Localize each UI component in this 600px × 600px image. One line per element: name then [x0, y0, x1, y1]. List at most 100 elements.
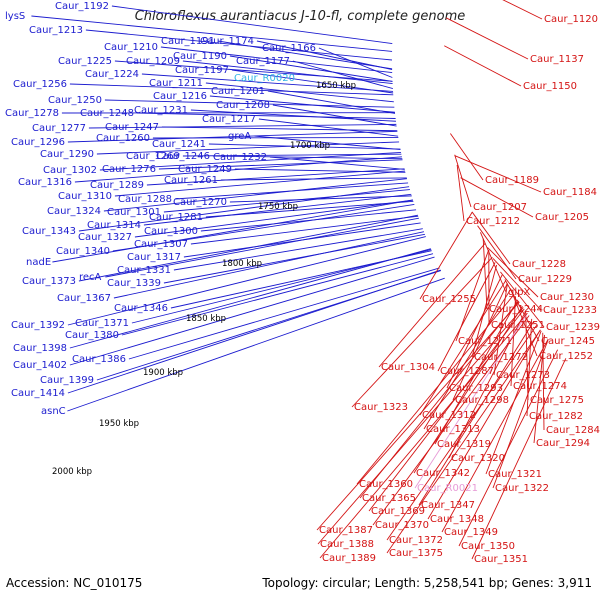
gene-label-reverse: Caur_1244 [489, 304, 543, 315]
leader-line-reverse [427, 329, 541, 520]
gene-label-reverse: Caur_1245 [541, 336, 595, 347]
leader-line-forward [163, 189, 410, 213]
gene-label-reverse: Caur_1312 [422, 410, 476, 421]
gene-label-forward: Caur_1392 [11, 320, 65, 331]
gene-label-reverse: Caur_1150 [523, 81, 577, 92]
gene-label-forward: Caur_1300 [144, 226, 198, 237]
leader-line-reverse [502, 0, 543, 20]
leader-line-forward [163, 233, 425, 284]
leader-line-forward [217, 40, 393, 70]
gene-label-reverse: Caur_1369 [371, 506, 425, 517]
leader-line-forward [96, 141, 400, 155]
leader-line-forward [52, 199, 414, 263]
leader-line-reverse [460, 177, 534, 218]
gene-label-forward: greA [228, 131, 251, 142]
gene-label-forward: recA [79, 272, 102, 283]
gene-label-reverse: Caur_1284 [546, 425, 600, 436]
leader-line-reverse [445, 17, 529, 60]
gene-label-reverse: Caur_1230 [540, 292, 594, 303]
gene-label-reverse: Caur_1388 [320, 539, 374, 550]
gene-label-forward: Caur_1367 [57, 293, 111, 304]
leader-line-reverse [471, 358, 567, 560]
gene-label-forward: Caur_1190 [173, 51, 227, 62]
leader-line-forward [141, 73, 394, 92]
leader-line-reverse [386, 324, 538, 541]
leader-line-forward [67, 269, 441, 394]
leader-line-reverse [480, 232, 507, 293]
leader-line-forward [209, 95, 395, 113]
gene-label-forward: Caur_1241 [152, 139, 206, 150]
leader-line-forward [318, 47, 393, 78]
gene-label-forward: Caur_1296 [11, 137, 65, 148]
leader-line-reverse [487, 247, 539, 298]
gene-label-reverse: Caur_1252 [539, 351, 593, 362]
gene-label-forward: Caur_1208 [216, 100, 270, 111]
leader-line-reverse [525, 310, 529, 401]
gene-label-reverse: Caur_1205 [535, 212, 589, 223]
leader-line-reverse [471, 211, 511, 265]
gene-label-forward: Caur_1317 [127, 252, 181, 263]
gene-label-forward: Caur_1301 [107, 207, 161, 218]
leader-line-forward [205, 82, 394, 103]
leader-line-reverse [378, 242, 486, 368]
leader-line-forward [205, 200, 414, 218]
gene-label-forward: Caur_1247 [105, 122, 159, 133]
gene-label-reverse: Caur_1342 [416, 468, 470, 479]
leader-line-forward [88, 123, 397, 129]
gene-label-reverse: Caur_1304 [381, 362, 435, 373]
gene-label-forward: Caur_1197 [175, 65, 229, 76]
gene-label-forward: Caur_1216 [153, 91, 207, 102]
leader-line-reverse [368, 308, 525, 512]
leader-line-forward [114, 170, 406, 197]
gene-label-forward: Caur_1248 [80, 108, 134, 119]
gene-label-reverse: Caur_1323 [354, 402, 408, 413]
gene-label-reverse: Caur_1275 [530, 395, 584, 406]
leader-line-forward [146, 168, 405, 186]
gene-label-reverse: Caur_1294 [536, 438, 590, 449]
leader-line-forward [254, 135, 401, 151]
gene-label-forward: Caur_1380 [65, 330, 119, 341]
leader-line-reverse [351, 256, 493, 408]
gene-label-reverse: Caur_1320 [451, 453, 505, 464]
gene-label-forward: Caur_1331 [117, 265, 171, 276]
gene-label-forward: Caur_1250 [48, 95, 102, 106]
gene-label-reverse: Caur_1251 [491, 320, 545, 331]
gene-label-reverse: Caur_1207 [473, 202, 527, 213]
leader-line-forward [190, 109, 396, 122]
leader-line-forward [173, 228, 423, 271]
leader-line-forward [104, 99, 395, 108]
leader-line-reverse [372, 315, 530, 526]
gene-label-forward: Caur_1343 [22, 226, 76, 237]
leader-line-forward [67, 130, 398, 143]
leader-line-forward [190, 215, 419, 245]
gene-label-reverse: Caur_1271 [458, 336, 512, 347]
leader-line-forward [256, 40, 393, 70]
leader-line-forward [85, 29, 393, 61]
gene-label-forward: nadE [26, 257, 51, 268]
gene-label-forward: lysS [5, 11, 25, 22]
leader-line-reverse [482, 238, 488, 310]
gene-label-forward: Caur_1269 [126, 151, 180, 162]
gene-label-forward: Caur_1246 [156, 151, 210, 162]
gene-label-forward: Caur_1288 [118, 194, 172, 205]
gene-label-reverse: Caur_1184 [543, 187, 597, 198]
gene-label-reverse: Caur_1298 [455, 395, 509, 406]
gene-label-forward: Caur_1231 [134, 105, 188, 116]
leader-line-forward [158, 159, 403, 170]
gene-labels: Caur_1192 lysS Caur_1213 Caur_1191Caur_1174… [5, 1, 600, 565]
leader-line-forward [69, 256, 435, 366]
leader-line-reverse [446, 274, 503, 389]
leader-line-reverse [492, 339, 549, 489]
position-tick-label: 1900 kbp [143, 368, 183, 378]
leader-line-forward [69, 83, 394, 96]
genome-summary-text: Topology: circular; Length: 5,258,541 bp… [262, 576, 592, 590]
gene-label-reverse: Caur_1375 [389, 548, 443, 559]
position-tick-label: 2000 kbp [52, 467, 92, 477]
gene-label-reverse: Caur_1287 [440, 366, 494, 377]
gene-label-reverse: Caur_1313 [426, 424, 480, 435]
gene-label-forward: Caur_1290 [40, 149, 94, 160]
gene-label-forward: Caur_1260 [96, 133, 150, 144]
gene-label-forward: Caur_1277 [32, 123, 86, 134]
gene-label-reverse: Caur_1255 [422, 294, 476, 305]
